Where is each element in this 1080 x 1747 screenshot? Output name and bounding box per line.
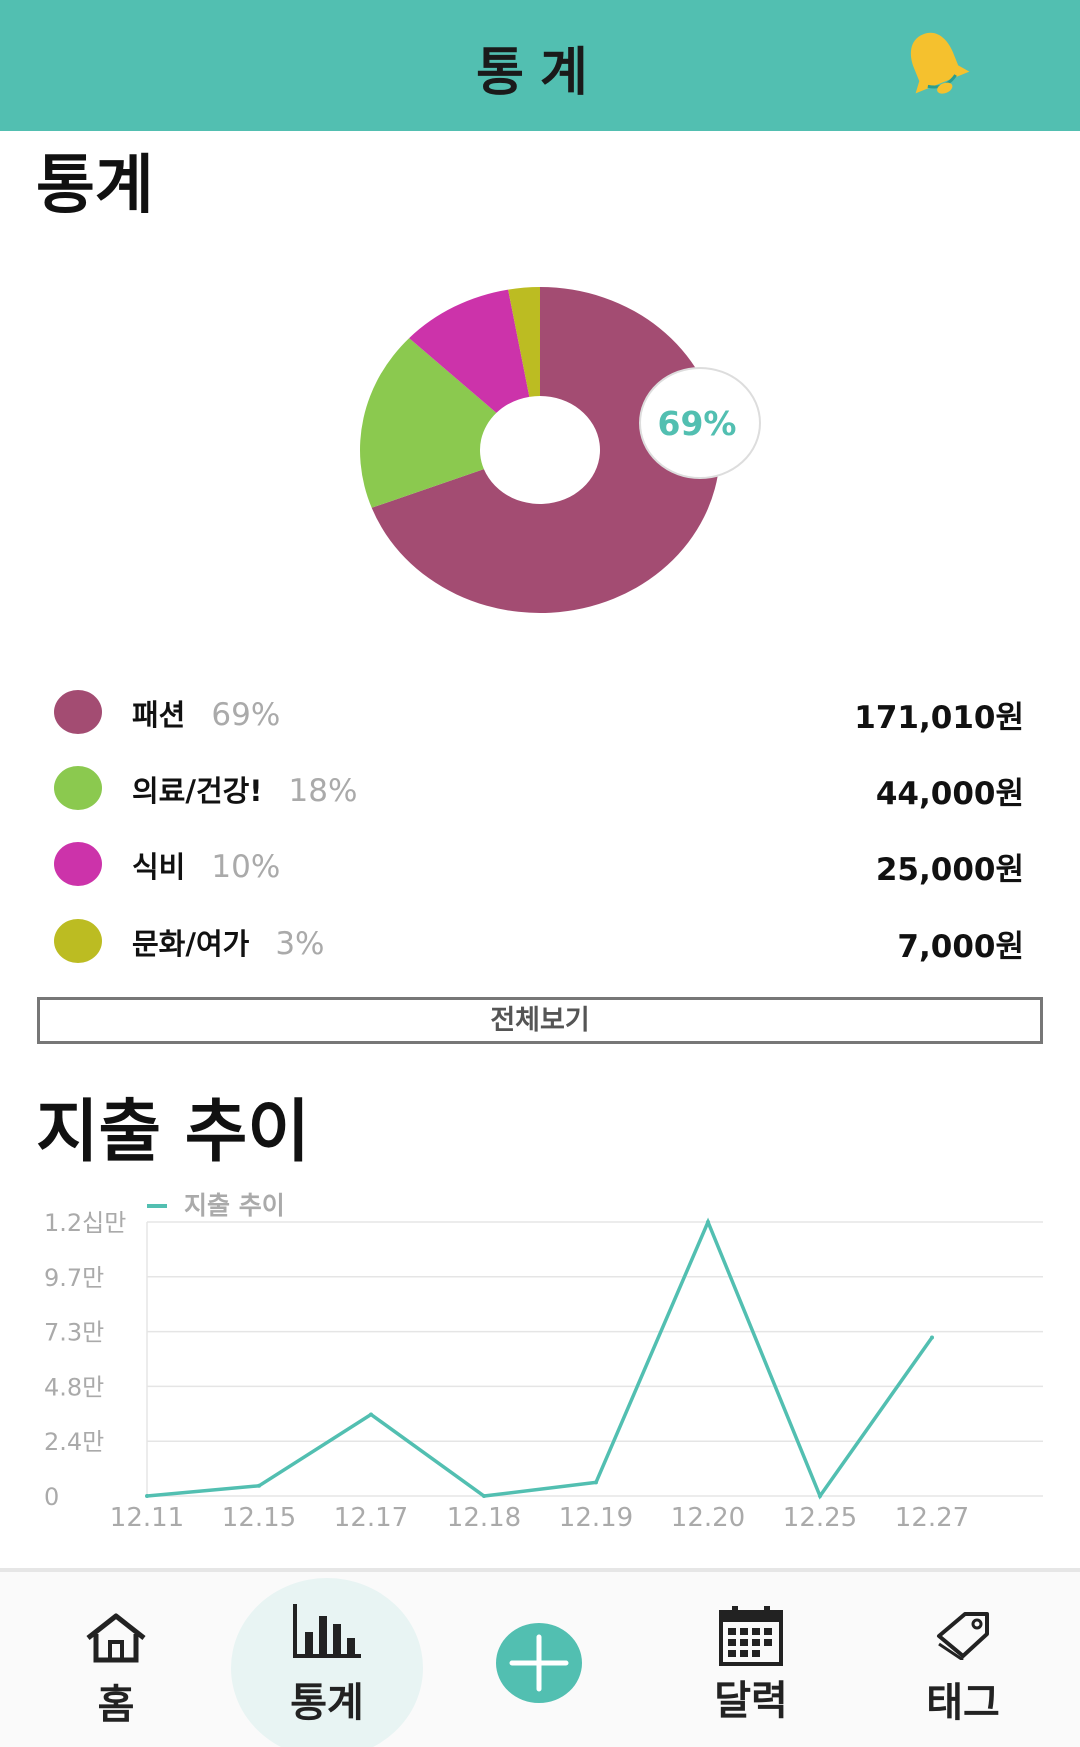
nav-item-tag[interactable]: 태그 xyxy=(912,1572,1014,1747)
x-tick-label: 12.19 xyxy=(559,1503,633,1533)
home-icon xyxy=(86,1613,146,1663)
data-point[interactable] xyxy=(369,1412,373,1417)
header-title: 통계 xyxy=(476,43,604,103)
legend-color-dot xyxy=(54,766,102,810)
x-tick-label: 12.11 xyxy=(110,1503,184,1533)
nav-label-calendar: 달력 xyxy=(714,1678,788,1724)
category-percent: 18% xyxy=(288,773,358,809)
y-tick-label: 4.8만 xyxy=(44,1373,104,1401)
nav-item-home[interactable]: 홈 xyxy=(66,1572,166,1747)
data-point[interactable] xyxy=(257,1483,261,1488)
legend-category-name: 패션 69% xyxy=(132,692,280,734)
legend-item[interactable]: 문화/여가 3% 7,000원 xyxy=(0,911,1080,971)
category-amount: 171,010원 xyxy=(854,700,1024,736)
legend-category-name: 식비 10% xyxy=(132,844,280,886)
legend-color-dot xyxy=(54,919,102,963)
plus-icon xyxy=(509,1634,569,1692)
category-label: 패션 xyxy=(132,698,186,732)
data-point[interactable] xyxy=(594,1480,598,1485)
donut-slice[interactable] xyxy=(409,289,530,413)
spending-trend-chart: 0 2.4만 4.8만 7.3만 9.7만 1.2십만 12.11 12.15 12.17 12.… xyxy=(44,1191,1043,1533)
donut-highlight-label: 69% xyxy=(658,404,737,443)
x-tick-label: 12.15 xyxy=(222,1503,296,1533)
category-label: 의료/건강! xyxy=(132,774,263,808)
data-point[interactable] xyxy=(930,1335,934,1340)
nav-label-stats: 통계 xyxy=(290,1680,364,1726)
series-line xyxy=(146,1217,934,1500)
view-all-button[interactable]: 전체보기 xyxy=(37,997,1043,1044)
nav-item-stats[interactable]: 통계 xyxy=(276,1572,378,1747)
y-tick-label: 2.4만 xyxy=(44,1428,104,1456)
nav-label-tag: 태그 xyxy=(926,1680,1000,1726)
category-percent: 10% xyxy=(211,849,281,885)
expense-donut-chart: 69% xyxy=(0,260,1080,620)
category-percent: 69% xyxy=(211,697,281,733)
x-tick-label: 12.18 xyxy=(447,1503,521,1533)
x-tick-label: 12.25 xyxy=(783,1503,857,1533)
data-point[interactable] xyxy=(482,1494,486,1498)
donut-highlight-bubble xyxy=(639,367,761,479)
donut-slice[interactable] xyxy=(371,287,720,613)
x-tick-label: 12.20 xyxy=(671,1503,745,1533)
donut-slice[interactable] xyxy=(360,338,497,508)
legend-item[interactable]: 의료/건강! 18% 44,000원 xyxy=(0,758,1080,818)
notification-button[interactable] xyxy=(898,26,972,102)
tag-icon xyxy=(937,1612,989,1660)
data-point[interactable] xyxy=(706,1220,710,1224)
y-tick-label: 0 xyxy=(44,1483,59,1511)
legend-item[interactable]: 식비 10% 25,000원 xyxy=(0,834,1080,894)
calendar-icon xyxy=(719,1606,783,1666)
stats-section-title: 통계 xyxy=(36,149,154,223)
nav-item-calendar[interactable]: 달력 xyxy=(700,1572,802,1747)
category-amount: 44,000원 xyxy=(875,776,1024,812)
data-point[interactable] xyxy=(818,1494,822,1498)
category-label: 문화/여가 xyxy=(132,927,250,961)
category-amount: 25,000원 xyxy=(875,852,1024,888)
y-tick-label: 1.2십만 xyxy=(44,1209,126,1237)
legend-category-name: 문화/여가 3% xyxy=(132,921,325,963)
legend-item[interactable]: 패션 69% 171,010원 xyxy=(0,682,1080,742)
bell-icon xyxy=(910,32,970,94)
add-expense-button[interactable] xyxy=(496,1623,582,1703)
y-tick-label: 9.7만 xyxy=(44,1264,104,1292)
legend-color-dot xyxy=(54,690,102,734)
category-percent: 3% xyxy=(275,926,325,962)
x-tick-label: 12.27 xyxy=(895,1503,969,1533)
bottom-navigation: 홈 통계 달력 xyxy=(0,1568,1080,1747)
donut-slice[interactable] xyxy=(508,287,540,397)
nav-label-home: 홈 xyxy=(97,1682,135,1728)
category-label: 식비 xyxy=(132,850,186,884)
y-tick-label: 7.3만 xyxy=(44,1319,104,1347)
bar-chart-icon xyxy=(293,1604,361,1658)
legend-color-dot xyxy=(54,842,102,886)
x-tick-label: 12.17 xyxy=(334,1503,408,1533)
active-tab-highlight xyxy=(231,1578,423,1747)
data-point[interactable] xyxy=(145,1494,149,1498)
legend-series-name: 지출 추이 xyxy=(184,1191,285,1220)
category-amount: 7,000원 xyxy=(897,929,1024,965)
legend-category-name: 의료/건강! 18% xyxy=(132,768,357,810)
trend-section-title: 지출 추이 xyxy=(36,1093,310,1172)
app-header: 통계 xyxy=(0,0,1080,131)
